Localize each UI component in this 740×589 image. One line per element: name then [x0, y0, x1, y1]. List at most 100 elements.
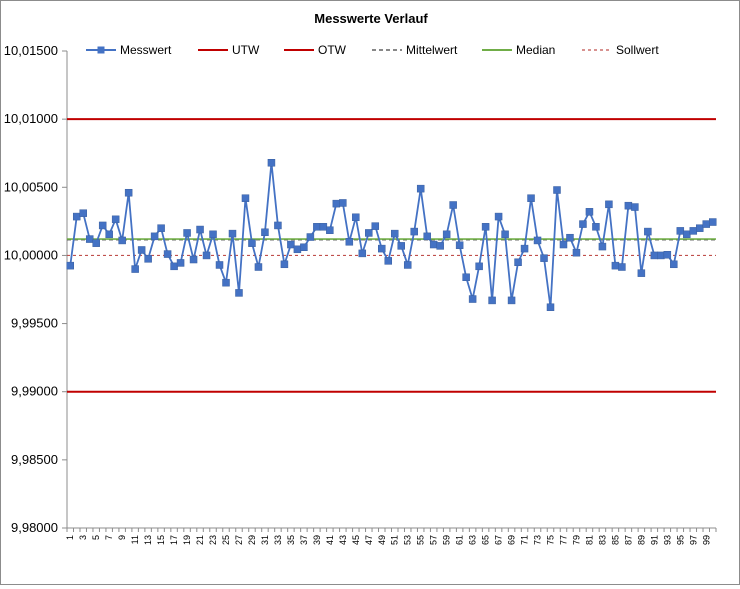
data-point: [605, 200, 613, 209]
data-point: [657, 251, 665, 260]
data-point: [196, 225, 204, 234]
data-point: [365, 229, 373, 237]
x-tick-label: 15: [156, 535, 166, 545]
data-point: [235, 289, 243, 297]
data-point: [618, 263, 626, 271]
data-point: [709, 218, 717, 226]
data-point: [228, 229, 237, 238]
data-point: [566, 233, 574, 242]
data-point: [189, 255, 198, 264]
legend-marker: [97, 46, 105, 54]
chart-title: Messwerte Verlauf: [314, 11, 428, 26]
x-tick-label: 79: [571, 535, 581, 545]
data-point: [442, 230, 451, 239]
x-tick-label: 59: [442, 535, 452, 545]
data-point: [390, 229, 399, 238]
data-point: [293, 245, 302, 254]
data-point: [475, 262, 483, 271]
legend-label-otw: OTW: [318, 43, 347, 57]
x-tick-label: 57: [429, 535, 439, 545]
data-point: [150, 232, 159, 241]
data-point: [202, 251, 211, 260]
data-point: [689, 227, 698, 235]
x-tick-label: 91: [649, 535, 659, 545]
data-point: [313, 223, 321, 231]
data-point: [170, 262, 178, 271]
data-point: [468, 295, 477, 303]
data-point: [572, 248, 581, 257]
x-tick-label: 11: [130, 535, 140, 544]
data-point: [326, 226, 334, 234]
data-point: [696, 224, 704, 232]
data-point: [209, 230, 217, 239]
data-point: [514, 258, 522, 266]
data-point: [92, 239, 100, 247]
x-tick-label: 67: [494, 535, 504, 545]
data-point: [319, 223, 328, 231]
x-tick-label: 61: [455, 535, 465, 545]
data-point: [241, 194, 250, 202]
x-tick-label: 1: [65, 535, 75, 540]
x-tick-label: 19: [182, 535, 192, 545]
data-point: [371, 222, 380, 230]
data-point: [527, 194, 535, 202]
data-point: [533, 236, 542, 245]
legend-label-sollwert: Sollwert: [616, 43, 659, 57]
x-tick-label: 39: [312, 535, 322, 545]
data-point: [332, 199, 341, 208]
data-point: [72, 212, 81, 221]
x-tick-label: 17: [169, 535, 179, 545]
x-tick-label: 87: [623, 535, 633, 545]
x-tick-label: 99: [701, 535, 711, 545]
data-point: [274, 221, 282, 230]
x-tick-label: 3: [78, 535, 88, 540]
data-point: [118, 236, 126, 245]
x-tick-label: 13: [143, 535, 153, 545]
data-point: [631, 203, 639, 211]
data-point: [358, 249, 367, 258]
x-tick-label: 71: [520, 535, 530, 545]
data-point: [306, 233, 315, 241]
data-point: [611, 261, 620, 270]
data-point: [579, 220, 587, 228]
y-tick-label: 10,01000: [4, 111, 58, 126]
data-point: [124, 188, 133, 197]
data-point: [137, 246, 146, 254]
x-tick-label: 53: [403, 535, 413, 545]
data-point: [98, 221, 107, 230]
data-point: [501, 230, 509, 239]
x-tick-label: 77: [558, 535, 568, 545]
x-tick-label: 27: [234, 535, 244, 545]
data-point: [144, 255, 152, 263]
x-tick-label: 33: [273, 535, 283, 545]
data-point: [339, 199, 347, 207]
x-tick-label: 51: [390, 535, 400, 545]
data-point: [378, 244, 386, 253]
data-point: [261, 228, 269, 237]
data-point: [455, 241, 464, 249]
data-point: [546, 303, 555, 311]
x-tick-label: 47: [364, 535, 374, 545]
data-point: [66, 261, 74, 270]
x-tick-label: 49: [377, 535, 387, 545]
x-tick-label: 93: [662, 535, 672, 545]
data-point: [111, 215, 120, 224]
data-point: [384, 257, 393, 265]
x-tick-label: 69: [507, 535, 517, 545]
data-point: [637, 269, 646, 277]
legend: Messwert UTW OTW Mittelwert Median Sollwert: [86, 43, 659, 57]
data-point: [183, 229, 191, 237]
legend-label-median: Median: [516, 43, 555, 57]
x-tick-label: 95: [675, 535, 685, 545]
data-point: [157, 224, 165, 232]
data-point: [624, 201, 633, 210]
data-point: [300, 243, 308, 252]
y-tick-label: 10,00000: [4, 247, 58, 262]
data-point: [280, 260, 289, 269]
data-point: [176, 259, 185, 267]
data-point: [222, 278, 230, 287]
x-tick-label: 89: [636, 535, 646, 545]
legend-label-utw: UTW: [232, 43, 260, 57]
x-tick-label: 81: [584, 535, 594, 545]
